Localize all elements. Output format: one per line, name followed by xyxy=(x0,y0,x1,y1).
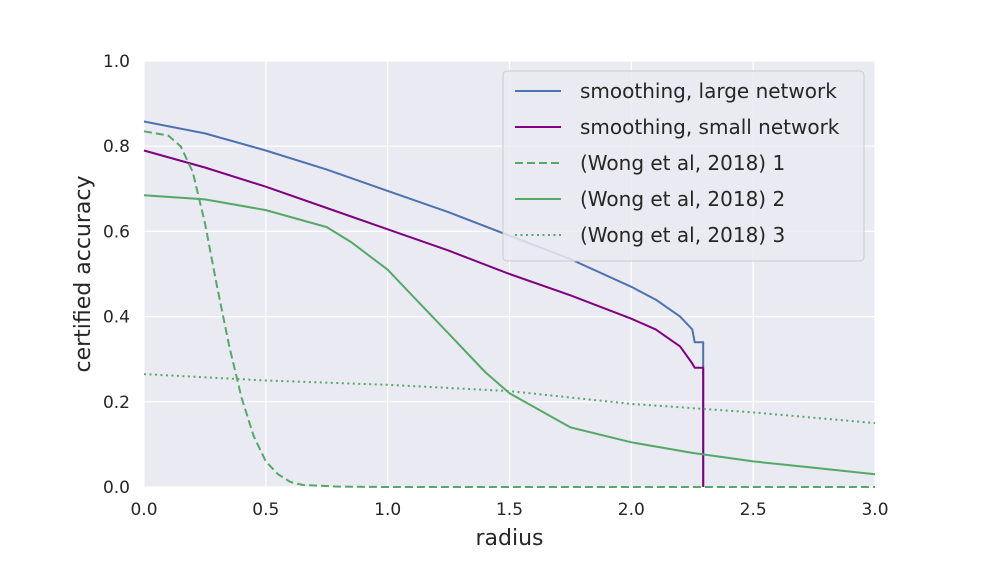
series-line-2 xyxy=(143,149,705,487)
x-tick-label: 3.0 xyxy=(861,500,888,520)
x-tick-label: 1.5 xyxy=(496,500,523,520)
legend-label-4: (Wong et al, 2018) 2 xyxy=(580,187,785,211)
y-axis-title: certified accuracy xyxy=(71,175,96,372)
legend-box xyxy=(502,70,865,262)
legend: smoothing, large network smoothing, small… xyxy=(502,70,865,262)
tick-labels: 0.0 0.5 1.0 1.5 2.0 2.5 3.0 0.0 0.2 0.4 0.6 0.8 1.0 xyxy=(103,52,889,520)
legend-label-3: (Wong et al, 2018) 1 xyxy=(580,151,785,175)
legend-label-1: smoothing, large network xyxy=(580,79,837,103)
y-tick-label: 0.6 xyxy=(103,222,130,242)
y-tick-label: 1.0 xyxy=(103,52,130,72)
series-line-5 xyxy=(143,373,876,425)
legend-label-5: (Wong et al, 2018) 3 xyxy=(580,223,785,247)
y-tick-label: 0.0 xyxy=(103,478,130,498)
x-tick-label: 1.0 xyxy=(374,500,401,520)
x-tick-label: 2.0 xyxy=(618,500,645,520)
x-tick-label: 0.5 xyxy=(252,500,279,520)
y-tick-label: 0.2 xyxy=(103,393,130,413)
legend-label-2: smoothing, small network xyxy=(580,115,840,139)
x-tick-label: 2.5 xyxy=(740,500,767,520)
x-tick-label: 0.0 xyxy=(130,500,157,520)
y-tick-label: 0.8 xyxy=(103,137,130,157)
series-line-3 xyxy=(143,130,875,488)
y-tick-label: 0.4 xyxy=(103,308,130,328)
x-axis-title: radius xyxy=(475,526,543,551)
series-line-4 xyxy=(143,194,876,476)
